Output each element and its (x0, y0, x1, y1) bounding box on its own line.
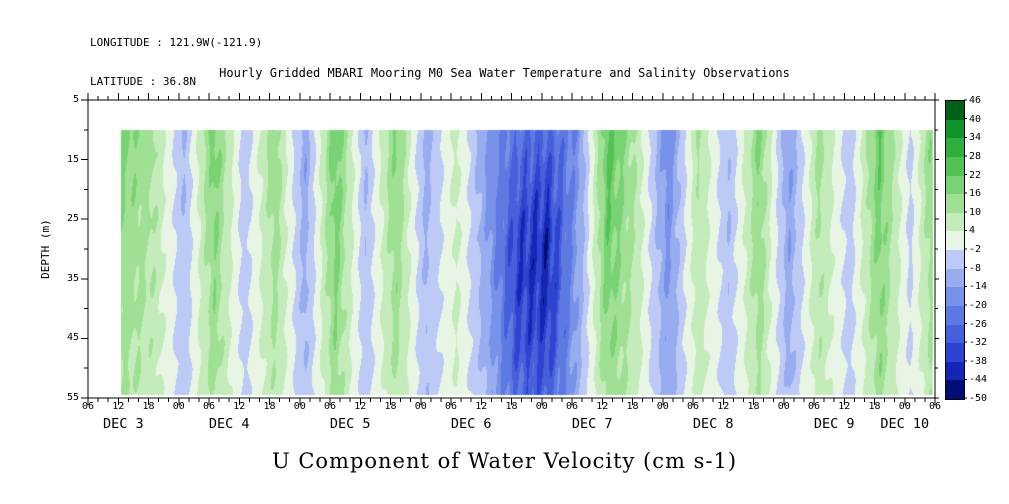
x-tick-label: 18 (142, 401, 155, 412)
colorbar-swatch (946, 287, 964, 306)
y-tick-label: 5 (72, 94, 79, 105)
colorbar-swatch (946, 305, 964, 325)
y-tick-label: 25 (66, 213, 79, 225)
colorbar-swatch (946, 361, 964, 381)
x-tick-label: 00 (414, 401, 427, 412)
colorbar-tick-label: -8 (969, 262, 982, 274)
y-tick-label: 45 (66, 332, 79, 344)
bottom-caption: U Component of Water Velocity (cm s-1) (271, 449, 738, 473)
x-tick-label: 06 (81, 401, 95, 412)
x-date-label: DEC 9 (813, 416, 855, 432)
x-tick-label: 18 (747, 401, 760, 412)
x-tick-label: 12 (233, 401, 246, 412)
y-tick-label: 35 (66, 272, 79, 284)
colorbar-tick-label: -14 (969, 281, 988, 293)
x-tick-label: 12 (596, 401, 609, 412)
plot-title: Hourly Gridded MBARI Mooring M0 Sea Wate… (219, 66, 790, 80)
x-tick-label: 12 (717, 401, 730, 412)
x-date-label: DEC 6 (450, 416, 492, 432)
header-longitude: LONGITUDE : 121.9W(-121.9) (90, 36, 263, 49)
colorbar-swatch (946, 194, 964, 213)
colorbar-tick-label: 34 (969, 132, 982, 144)
colorbar-swatch (946, 119, 964, 139)
colorbar-swatch (946, 175, 964, 195)
colorbar-swatch (946, 343, 964, 362)
x-tick-label: 00 (656, 401, 669, 412)
header-latitude: LATITUDE : 36.8N (90, 75, 196, 88)
x-tick-label: 00 (293, 401, 306, 412)
colorbar-tick-label: 16 (969, 188, 982, 200)
x-tick-label: 12 (475, 401, 488, 412)
colorbar-tick-label: -2 (969, 244, 982, 255)
x-date-label: DEC 8 (692, 416, 734, 432)
x-tick-label: 06 (202, 401, 216, 412)
colorbar-swatch (946, 212, 964, 232)
x-tick-label: 18 (263, 401, 276, 412)
x-tick-label: 06 (444, 401, 458, 412)
x-date-label: DEC 7 (571, 416, 613, 432)
x-tick-label: 06 (807, 401, 821, 412)
colorbar-tick-label: -20 (969, 299, 988, 311)
colorbar-tick-label: 10 (969, 206, 982, 218)
colorbar-swatch (946, 380, 964, 399)
x-date-label: DEC 5 (329, 416, 371, 432)
colorbar-tick-label: -32 (969, 337, 988, 349)
y-tick-label: 55 (66, 392, 79, 403)
x-date-label: DEC 3 (102, 416, 144, 432)
colorbar-tick-label: -38 (969, 355, 988, 367)
y-tick-label: 15 (66, 153, 79, 165)
colorbar-swatch (946, 101, 964, 120)
x-tick-label: 00 (172, 401, 185, 412)
colorbar-tick-label: -26 (969, 318, 988, 330)
colorbar-swatch (946, 138, 964, 157)
colorbar-swatch (946, 250, 964, 269)
colorbar-tick-label: 22 (969, 169, 982, 181)
x-tick-label: 00 (898, 401, 911, 412)
colorbar-tick-label: 40 (969, 113, 982, 125)
colorbar-tick-label: 28 (969, 150, 982, 162)
colorbar-swatch (946, 231, 964, 250)
x-tick-label: 00 (777, 401, 790, 412)
x-tick-label: 06 (928, 401, 942, 412)
colorbar-tick-label: -44 (969, 374, 988, 386)
x-tick-label: 12 (354, 401, 367, 412)
x-tick-label: 18 (868, 401, 881, 412)
colorbar-tick-label: 46 (969, 95, 982, 106)
x-tick-label: 18 (505, 401, 518, 412)
x-tick-label: 00 (535, 401, 548, 412)
colorbar-swatch (946, 268, 964, 288)
x-date-label: DEC 10 (880, 416, 930, 432)
x-tick-label: 06 (323, 401, 337, 412)
x-tick-label: 12 (838, 401, 851, 412)
x-tick-label: 18 (384, 401, 397, 412)
x-tick-label: 06 (565, 401, 579, 412)
colorbar-swatch (946, 156, 964, 176)
heatmap-canvas (88, 100, 935, 398)
x-tick-label: 06 (686, 401, 700, 412)
x-date-label: DEC 4 (208, 416, 250, 432)
x-tick-label: 12 (112, 401, 125, 412)
colorbar-tick-label: 4 (969, 225, 976, 237)
colorbar-swatch (946, 324, 964, 344)
y-axis-label: DEPTH (m) (39, 219, 52, 279)
colorbar-tick-label: -50 (969, 393, 988, 404)
colorbar (945, 100, 965, 400)
x-tick-label: 18 (626, 401, 639, 412)
